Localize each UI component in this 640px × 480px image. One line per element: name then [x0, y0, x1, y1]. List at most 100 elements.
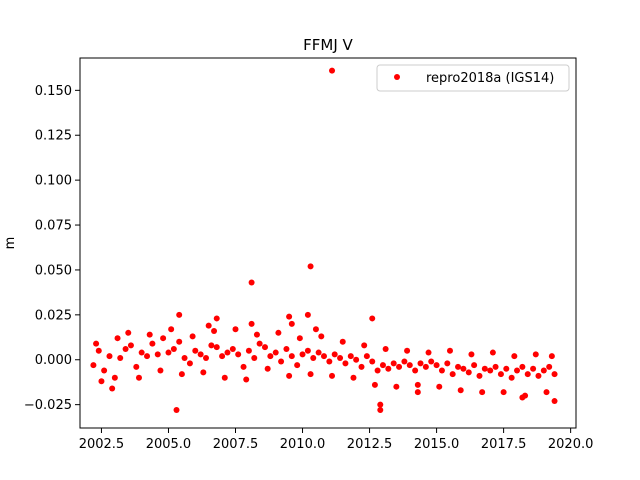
- data-point: [414, 389, 421, 396]
- data-point: [245, 347, 252, 354]
- data-point: [436, 383, 443, 390]
- data-point: [312, 326, 319, 333]
- x-tick-label: 2020.0: [548, 437, 594, 452]
- data-point: [307, 263, 314, 270]
- data-point: [546, 363, 553, 370]
- data-point: [275, 329, 282, 336]
- x-tick-label: 2005.0: [146, 437, 192, 452]
- data-point: [444, 360, 451, 367]
- data-point: [404, 347, 411, 354]
- data-point: [535, 372, 542, 379]
- y-tick-label: 0.100: [35, 174, 72, 189]
- data-point: [489, 349, 496, 356]
- data-point: [146, 331, 153, 338]
- data-point: [465, 369, 472, 376]
- data-point: [176, 311, 183, 318]
- x-tick-label: 2007.5: [213, 437, 259, 452]
- data-point: [157, 367, 164, 374]
- data-point: [329, 67, 336, 74]
- data-point: [487, 367, 494, 374]
- legend-label: repro2018a (IGS14): [426, 71, 554, 86]
- data-point: [519, 363, 526, 370]
- data-point: [213, 315, 220, 322]
- data-point: [165, 349, 172, 356]
- data-point: [337, 354, 344, 361]
- x-tick-label: 2017.5: [481, 437, 527, 452]
- y-axis: −0.025 0.000 0.025 0.050 0.075 0.100 0.125 0.15…: [24, 84, 80, 413]
- data-point: [304, 347, 311, 354]
- data-point: [428, 358, 435, 365]
- data-point: [339, 338, 346, 345]
- data-point: [213, 344, 220, 351]
- data-point: [160, 335, 167, 342]
- legend: repro2018a (IGS14): [376, 64, 570, 92]
- data-point: [267, 353, 274, 360]
- data-point: [422, 363, 429, 370]
- data-point: [178, 371, 185, 378]
- data-point: [353, 356, 360, 363]
- data-point: [243, 376, 250, 383]
- data-point: [253, 331, 260, 338]
- points-layer: [90, 67, 558, 414]
- data-point: [548, 353, 555, 360]
- data-point: [286, 372, 293, 379]
- data-point: [543, 389, 550, 396]
- data-point: [299, 351, 306, 358]
- data-point: [503, 365, 510, 372]
- data-point: [385, 365, 392, 372]
- data-point: [296, 335, 303, 342]
- data-point: [425, 349, 432, 356]
- data-point: [127, 342, 134, 349]
- data-point: [224, 349, 231, 356]
- data-point: [497, 371, 504, 378]
- data-point: [208, 342, 215, 349]
- data-point: [361, 342, 368, 349]
- data-point: [192, 347, 199, 354]
- data-point: [197, 351, 204, 358]
- axes-frame: [79, 57, 577, 429]
- data-point: [135, 374, 142, 381]
- data-point: [500, 389, 507, 396]
- data-point: [109, 385, 116, 392]
- data-point: [232, 326, 239, 333]
- data-point: [93, 340, 100, 347]
- data-point: [347, 353, 354, 360]
- data-point: [95, 347, 102, 354]
- data-point: [144, 353, 151, 360]
- data-point: [342, 360, 349, 367]
- data-point: [315, 349, 322, 356]
- data-point: [117, 354, 124, 361]
- data-point: [229, 345, 236, 352]
- data-point: [248, 279, 255, 286]
- data-point: [288, 353, 295, 360]
- data-point: [369, 358, 376, 365]
- data-point: [181, 354, 188, 361]
- data-point: [377, 407, 384, 414]
- data-point: [412, 367, 419, 374]
- data-point: [283, 345, 290, 352]
- data-point: [111, 374, 118, 381]
- data-point: [278, 358, 285, 365]
- data-point: [240, 363, 247, 370]
- data-point: [363, 353, 370, 360]
- data-point: [460, 365, 467, 372]
- data-point: [203, 354, 210, 361]
- data-point: [530, 365, 537, 372]
- data-point: [114, 335, 121, 342]
- data-point: [331, 351, 338, 358]
- data-point: [125, 329, 132, 336]
- x-tick-label: 2010.0: [280, 437, 326, 452]
- data-point: [457, 387, 464, 394]
- legend-box: [376, 64, 570, 92]
- y-tick-label: 0.025: [35, 308, 72, 323]
- data-point: [318, 333, 325, 340]
- data-point: [401, 358, 408, 365]
- data-point: [382, 345, 389, 352]
- x-axis: 2002.5 2005.0 2007.5 2010.0 2012.5 2015.0 2017…: [79, 428, 594, 452]
- data-point: [433, 362, 440, 369]
- data-point: [189, 333, 196, 340]
- data-point: [294, 362, 301, 369]
- y-tick-label: 0.000: [35, 353, 72, 368]
- data-point: [396, 363, 403, 370]
- data-point: [414, 381, 421, 388]
